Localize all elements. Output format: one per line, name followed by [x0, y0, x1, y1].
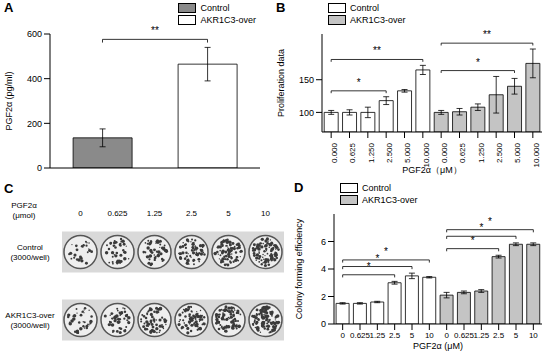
html-text:AKR1C3-over: AKR1C3-over [350, 15, 406, 25]
svg-text:6: 6 [321, 237, 326, 247]
svg-text:5: 5 [410, 331, 415, 340]
svg-text:10: 10 [425, 331, 434, 340]
svg-text:0.625: 0.625 [107, 209, 128, 218]
svg-text:**: ** [151, 25, 159, 36]
svg-text:5.000: 5.000 [403, 142, 412, 163]
svg-text:1.25: 1.25 [370, 331, 386, 340]
svg-text:*: * [357, 77, 361, 88]
svg-text:Colony forming efficiency: Colony forming efficiency [294, 218, 304, 319]
svg-text:*: * [367, 261, 371, 272]
svg-text:2: 2 [321, 292, 326, 302]
svg-text:2.500: 2.500 [385, 142, 394, 163]
svg-text:150: 150 [299, 75, 314, 85]
svg-text:AKR1C3-over: AKR1C3-over [5, 311, 55, 320]
svg-text:0.625: 0.625 [458, 142, 467, 163]
svg-text:10: 10 [261, 209, 270, 218]
svg-text:0.625: 0.625 [454, 331, 475, 340]
html-text:AKR1C3-over: AKR1C3-over [362, 195, 418, 205]
svg-text:C: C [4, 181, 14, 196]
svg-text:1.25: 1.25 [474, 331, 490, 340]
svg-text:0: 0 [444, 331, 449, 340]
svg-text:2.5: 2.5 [493, 331, 505, 340]
svg-text:PGF2α: PGF2α [11, 201, 37, 210]
svg-text:*: * [375, 253, 379, 264]
html-text:Control: Control [350, 3, 379, 13]
html-text:D: D [294, 180, 304, 195]
svg-text:100: 100 [299, 108, 314, 118]
svg-text:400: 400 [27, 74, 42, 84]
svg-text:5.000: 5.000 [513, 142, 522, 163]
svg-text:0: 0 [37, 163, 42, 173]
svg-text:0.000: 0.000 [330, 142, 339, 163]
svg-text:600: 600 [27, 29, 42, 39]
svg-text:PGF2α (μM): PGF2α (μM) [413, 341, 463, 351]
svg-text:5: 5 [514, 331, 519, 340]
svg-text:**: ** [483, 29, 491, 40]
svg-text:10: 10 [529, 331, 538, 340]
svg-text:4: 4 [321, 264, 326, 274]
svg-text:1.25: 1.25 [147, 209, 163, 218]
svg-text:**: ** [373, 45, 381, 56]
svg-text:PGF2α（μM）: PGF2α（μM） [402, 165, 461, 175]
svg-text:PGF2α (pg/ml): PGF2α (pg/ml) [4, 71, 14, 130]
svg-text:(μmol): (μmol) [13, 211, 36, 220]
svg-text:(3000/well): (3000/well) [10, 321, 49, 330]
svg-text:*: * [384, 246, 388, 257]
svg-text:10.000: 10.000 [422, 142, 431, 167]
svg-text:Proliferation data: Proliferation data [276, 49, 286, 117]
svg-text:0: 0 [340, 331, 345, 340]
svg-text:*: * [476, 57, 480, 68]
html-text:Control: Control [362, 183, 391, 193]
svg-text:2.5: 2.5 [186, 209, 198, 218]
svg-text:1.250: 1.250 [477, 142, 486, 163]
svg-text:200: 200 [27, 119, 42, 129]
html-text:A: A [4, 0, 14, 15]
svg-text:(3000/well): (3000/well) [10, 253, 49, 262]
svg-text:0.000: 0.000 [440, 142, 449, 163]
html-text:B: B [276, 0, 286, 15]
svg-text:Control: Control [17, 243, 43, 252]
svg-text:0.625: 0.625 [350, 331, 371, 340]
svg-text:10.000: 10.000 [532, 142, 541, 167]
html-text:AKR1C3-over: AKR1C3-over [200, 15, 256, 25]
svg-text:5: 5 [226, 209, 231, 218]
svg-text:*: * [488, 216, 492, 227]
svg-text:*: * [479, 222, 483, 233]
svg-text:1.250: 1.250 [367, 142, 376, 163]
svg-text:*: * [471, 235, 475, 246]
svg-text:0.625: 0.625 [348, 142, 357, 163]
svg-text:2.5: 2.5 [389, 331, 401, 340]
svg-text:2.500: 2.500 [495, 142, 504, 163]
svg-text:0: 0 [321, 319, 326, 329]
svg-text:0: 0 [78, 209, 83, 218]
html-text:Control: Control [200, 3, 230, 13]
